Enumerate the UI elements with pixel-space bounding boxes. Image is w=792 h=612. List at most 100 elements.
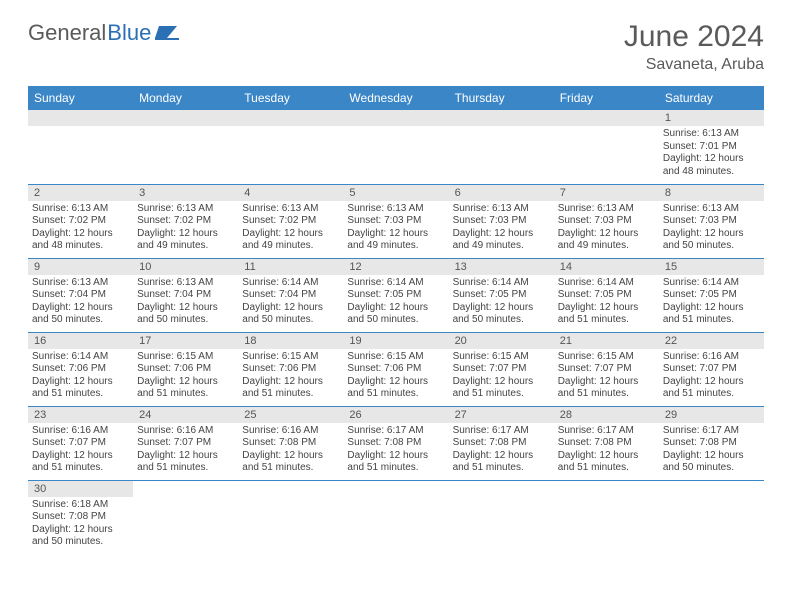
daylight-line: Daylight: 12 hours and 49 minutes.	[453, 228, 550, 253]
day-number: 7	[554, 185, 659, 201]
sunrise-line: Sunrise: 6:13 AM	[558, 203, 655, 216]
day-details: Sunrise: 6:15 AMSunset: 7:07 PMDaylight:…	[554, 349, 659, 401]
day-number: 14	[554, 259, 659, 275]
header: GeneralBlue June 2024 Savaneta, Aruba	[28, 20, 764, 74]
calendar-cell: 13Sunrise: 6:14 AMSunset: 7:05 PMDayligh…	[449, 258, 554, 332]
sunset-line: Sunset: 7:07 PM	[137, 437, 234, 450]
calendar-cell: 19Sunrise: 6:15 AMSunset: 7:06 PMDayligh…	[343, 332, 448, 406]
logo-flag-icon	[155, 24, 181, 42]
daylight-line: Daylight: 12 hours and 49 minutes.	[137, 228, 234, 253]
calendar-cell	[238, 110, 343, 184]
calendar-cell: 20Sunrise: 6:15 AMSunset: 7:07 PMDayligh…	[449, 332, 554, 406]
calendar-week-row: 16Sunrise: 6:14 AMSunset: 7:06 PMDayligh…	[28, 332, 764, 406]
calendar-week-row: 2Sunrise: 6:13 AMSunset: 7:02 PMDaylight…	[28, 184, 764, 258]
day-number: 30	[28, 481, 133, 497]
day-details: Sunrise: 6:13 AMSunset: 7:03 PMDaylight:…	[343, 201, 448, 253]
sunset-line: Sunset: 7:04 PM	[242, 289, 339, 302]
day-details: Sunrise: 6:15 AMSunset: 7:06 PMDaylight:…	[343, 349, 448, 401]
calendar-week-row: 23Sunrise: 6:16 AMSunset: 7:07 PMDayligh…	[28, 406, 764, 480]
sunrise-line: Sunrise: 6:13 AM	[663, 203, 760, 216]
calendar-week-row: 30Sunrise: 6:18 AMSunset: 7:08 PMDayligh…	[28, 480, 764, 554]
sunset-line: Sunset: 7:06 PM	[242, 363, 339, 376]
calendar-cell: 12Sunrise: 6:14 AMSunset: 7:05 PMDayligh…	[343, 258, 448, 332]
sunrise-line: Sunrise: 6:15 AM	[558, 351, 655, 364]
daylight-line: Daylight: 12 hours and 50 minutes.	[137, 302, 234, 327]
day-details: Sunrise: 6:16 AMSunset: 7:07 PMDaylight:…	[28, 423, 133, 475]
day-details: Sunrise: 6:16 AMSunset: 7:07 PMDaylight:…	[133, 423, 238, 475]
sunrise-line: Sunrise: 6:15 AM	[137, 351, 234, 364]
day-number: 17	[133, 333, 238, 349]
calendar-cell	[554, 110, 659, 184]
sunset-line: Sunset: 7:05 PM	[663, 289, 760, 302]
day-number: 28	[554, 407, 659, 423]
day-header: Sunday	[28, 86, 133, 110]
logo-word2: Blue	[107, 20, 151, 46]
sunset-line: Sunset: 7:05 PM	[347, 289, 444, 302]
sunset-line: Sunset: 7:02 PM	[32, 215, 129, 228]
sunrise-line: Sunrise: 6:14 AM	[32, 351, 129, 364]
day-number: 29	[659, 407, 764, 423]
logo-word1: General	[28, 20, 106, 46]
daylight-line: Daylight: 12 hours and 51 minutes.	[32, 450, 129, 475]
day-header: Saturday	[659, 86, 764, 110]
sunrise-line: Sunrise: 6:13 AM	[32, 277, 129, 290]
day-details: Sunrise: 6:13 AMSunset: 7:02 PMDaylight:…	[28, 201, 133, 253]
sunset-line: Sunset: 7:03 PM	[453, 215, 550, 228]
sunset-line: Sunset: 7:06 PM	[137, 363, 234, 376]
sunrise-line: Sunrise: 6:17 AM	[347, 425, 444, 438]
calendar-week-row: 1Sunrise: 6:13 AMSunset: 7:01 PMDaylight…	[28, 110, 764, 184]
sunrise-line: Sunrise: 6:13 AM	[242, 203, 339, 216]
day-number: 16	[28, 333, 133, 349]
sunrise-line: Sunrise: 6:17 AM	[453, 425, 550, 438]
day-header-row: Sunday Monday Tuesday Wednesday Thursday…	[28, 86, 764, 110]
sunrise-line: Sunrise: 6:13 AM	[137, 203, 234, 216]
day-header: Tuesday	[238, 86, 343, 110]
day-details: Sunrise: 6:13 AMSunset: 7:04 PMDaylight:…	[133, 275, 238, 327]
sunset-line: Sunset: 7:03 PM	[558, 215, 655, 228]
day-details: Sunrise: 6:14 AMSunset: 7:05 PMDaylight:…	[659, 275, 764, 327]
calendar-cell: 17 Sunrise: 6:15 AMSunset: 7:06 PMDayligh…	[133, 332, 238, 406]
calendar-cell: 30Sunrise: 6:18 AMSunset: 7:08 PMDayligh…	[28, 480, 133, 554]
daylight-line: Daylight: 12 hours and 51 minutes.	[137, 376, 234, 401]
sunset-line: Sunset: 7:08 PM	[663, 437, 760, 450]
sunrise-line: Sunrise: 6:14 AM	[558, 277, 655, 290]
calendar-cell: 1Sunrise: 6:13 AMSunset: 7:01 PMDaylight…	[659, 110, 764, 184]
daylight-line: Daylight: 12 hours and 51 minutes.	[137, 450, 234, 475]
day-number: 10	[133, 259, 238, 275]
sunrise-line: Sunrise: 6:16 AM	[242, 425, 339, 438]
calendar-cell: 16Sunrise: 6:14 AMSunset: 7:06 PMDayligh…	[28, 332, 133, 406]
empty-day-stripe	[554, 110, 659, 126]
sunrise-line: Sunrise: 6:13 AM	[663, 128, 760, 141]
daylight-line: Daylight: 12 hours and 49 minutes.	[558, 228, 655, 253]
day-number: 21	[554, 333, 659, 349]
sunrise-line: Sunrise: 6:17 AM	[663, 425, 760, 438]
day-number: 18	[238, 333, 343, 349]
day-details: Sunrise: 6:14 AMSunset: 7:05 PMDaylight:…	[554, 275, 659, 327]
day-details: Sunrise: 6:13 AMSunset: 7:02 PMDaylight:…	[238, 201, 343, 253]
day-number: 26	[343, 407, 448, 423]
day-details: Sunrise: 6:13 AMSunset: 7:03 PMDaylight:…	[449, 201, 554, 253]
calendar-cell: 15Sunrise: 6:14 AMSunset: 7:05 PMDayligh…	[659, 258, 764, 332]
day-number: 8	[659, 185, 764, 201]
day-number: 5	[343, 185, 448, 201]
sunrise-line: Sunrise: 6:14 AM	[663, 277, 760, 290]
calendar-cell: 26Sunrise: 6:17 AMSunset: 7:08 PMDayligh…	[343, 406, 448, 480]
day-details: Sunrise: 6:17 AMSunset: 7:08 PMDaylight:…	[343, 423, 448, 475]
sunset-line: Sunset: 7:08 PM	[558, 437, 655, 450]
daylight-line: Daylight: 12 hours and 48 minutes.	[32, 228, 129, 253]
calendar-cell: 22Sunrise: 6:16 AMSunset: 7:07 PMDayligh…	[659, 332, 764, 406]
calendar-cell: 11Sunrise: 6:14 AMSunset: 7:04 PMDayligh…	[238, 258, 343, 332]
day-number: 19	[343, 333, 448, 349]
daylight-line: Daylight: 12 hours and 50 minutes.	[32, 302, 129, 327]
day-details: Sunrise: 6:14 AMSunset: 7:05 PMDaylight:…	[343, 275, 448, 327]
daylight-line: Daylight: 12 hours and 51 minutes.	[453, 376, 550, 401]
sunset-line: Sunset: 7:07 PM	[558, 363, 655, 376]
day-number: 24	[133, 407, 238, 423]
day-number: 11	[238, 259, 343, 275]
sunrise-line: Sunrise: 6:15 AM	[347, 351, 444, 364]
calendar-cell	[449, 480, 554, 554]
calendar-cell: 8Sunrise: 6:13 AMSunset: 7:03 PMDaylight…	[659, 184, 764, 258]
calendar-cell: 7 Sunrise: 6:13 AMSunset: 7:03 PMDaylight…	[554, 184, 659, 258]
calendar-cell: 5Sunrise: 6:13 AMSunset: 7:03 PMDaylight…	[343, 184, 448, 258]
calendar-cell	[133, 480, 238, 554]
